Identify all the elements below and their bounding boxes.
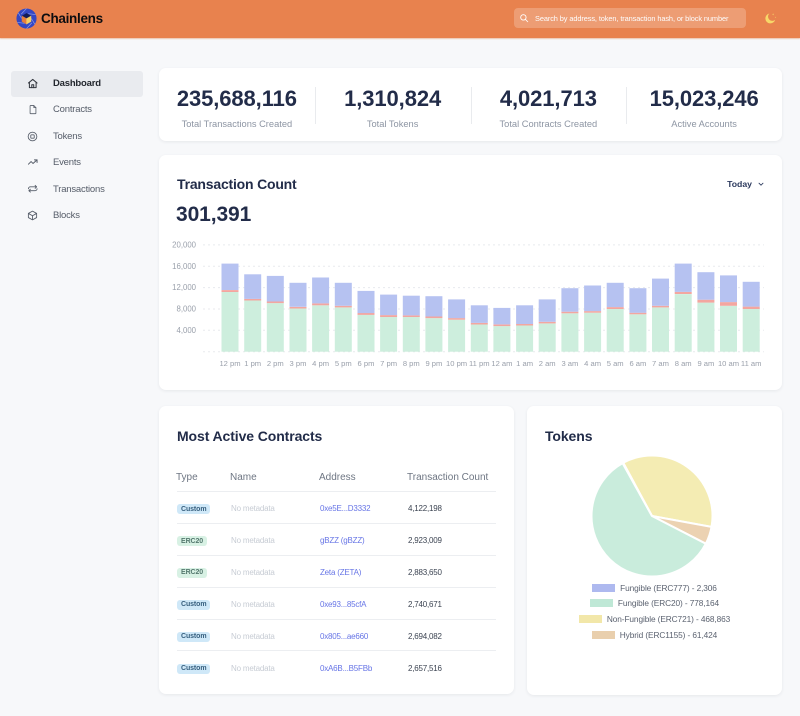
svg-text:9 am: 9 am [697, 359, 714, 368]
svg-text:5 pm: 5 pm [335, 359, 352, 368]
svg-text:8 pm: 8 pm [403, 359, 420, 368]
svg-text:4,000: 4,000 [176, 326, 196, 335]
svg-text:16,000: 16,000 [172, 262, 197, 271]
svg-text:9 pm: 9 pm [425, 359, 442, 368]
svg-text:2 pm: 2 pm [267, 359, 284, 368]
svg-text:1 am: 1 am [516, 359, 533, 368]
svg-text:20,000: 20,000 [172, 241, 197, 250]
svg-text:1 pm: 1 pm [244, 359, 261, 368]
svg-text:6 am: 6 am [629, 359, 646, 368]
svg-text:7 pm: 7 pm [380, 359, 397, 368]
svg-text:2 am: 2 am [539, 359, 556, 368]
svg-text:10 pm: 10 pm [446, 359, 467, 368]
svg-text:10 am: 10 am [718, 359, 739, 368]
svg-text:12 pm: 12 pm [219, 359, 240, 368]
svg-text:5 am: 5 am [607, 359, 624, 368]
svg-text:4 pm: 4 pm [312, 359, 329, 368]
svg-text:8 am: 8 am [675, 359, 692, 368]
svg-text:4 am: 4 am [584, 359, 601, 368]
svg-text:12 am: 12 am [491, 359, 512, 368]
svg-text:11 pm: 11 pm [469, 359, 490, 368]
svg-text:12,000: 12,000 [172, 283, 197, 292]
svg-text:6 pm: 6 pm [358, 359, 375, 368]
svg-text:11 am: 11 am [741, 359, 762, 368]
svg-text:8,000: 8,000 [176, 305, 196, 314]
svg-text:3 am: 3 am [561, 359, 578, 368]
svg-text:7 am: 7 am [652, 359, 669, 368]
svg-text:3 pm: 3 pm [290, 359, 307, 368]
